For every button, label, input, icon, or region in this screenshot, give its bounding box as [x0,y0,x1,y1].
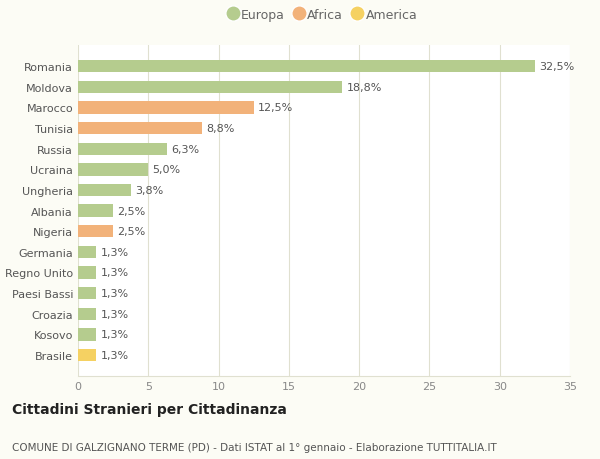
Bar [78,102,254,114]
Text: 3,8%: 3,8% [136,185,164,196]
Text: 12,5%: 12,5% [258,103,293,113]
Text: COMUNE DI GALZIGNANO TERME (PD) - Dati ISTAT al 1° gennaio - Elaborazione TUTTIT: COMUNE DI GALZIGNANO TERME (PD) - Dati I… [12,442,497,452]
Text: 1,3%: 1,3% [100,330,128,340]
Text: 8,8%: 8,8% [206,124,234,134]
Bar [78,82,342,94]
Text: 2,5%: 2,5% [118,227,146,237]
Text: 18,8%: 18,8% [346,83,382,93]
Text: 1,3%: 1,3% [100,288,128,298]
Text: 5,0%: 5,0% [152,165,181,175]
Bar [78,349,96,361]
Text: 1,3%: 1,3% [100,268,128,278]
Text: 6,3%: 6,3% [171,145,199,154]
Bar [78,329,96,341]
Bar [78,61,535,73]
Bar [78,205,113,217]
Bar [78,164,148,176]
Bar [78,123,202,135]
Text: 32,5%: 32,5% [539,62,574,72]
Bar [78,143,167,156]
Bar [78,267,96,279]
Text: 1,3%: 1,3% [100,247,128,257]
Text: Cittadini Stranieri per Cittadinanza: Cittadini Stranieri per Cittadinanza [12,402,287,416]
Bar [78,308,96,320]
Text: 1,3%: 1,3% [100,309,128,319]
Legend: Europa, Africa, America: Europa, Africa, America [231,9,417,22]
Text: 1,3%: 1,3% [100,350,128,360]
Bar [78,185,131,197]
Bar [78,246,96,258]
Bar [78,287,96,300]
Bar [78,225,113,238]
Text: 2,5%: 2,5% [118,206,146,216]
